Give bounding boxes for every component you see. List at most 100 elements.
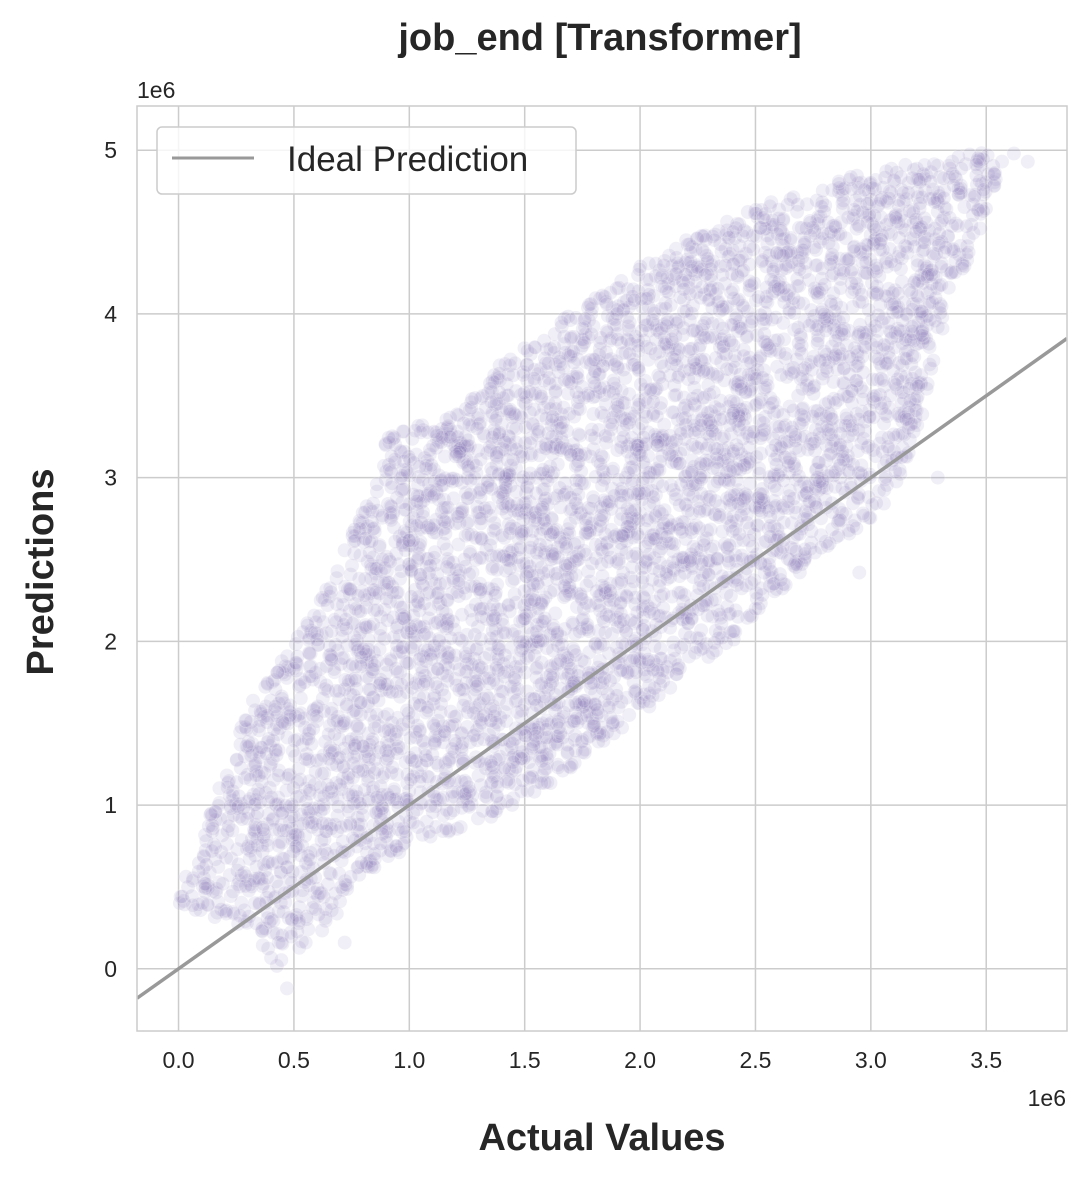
scatter-point bbox=[585, 719, 601, 734]
scatter-point bbox=[440, 650, 456, 666]
scatter-point bbox=[884, 161, 899, 177]
scatter-point bbox=[570, 351, 586, 367]
scatter-point bbox=[367, 720, 383, 736]
scatter-point bbox=[381, 737, 397, 753]
scatter-point bbox=[574, 652, 590, 668]
scatter-point bbox=[784, 366, 800, 382]
scatter-point bbox=[616, 612, 632, 628]
scatter-point bbox=[796, 487, 812, 503]
scatter-point bbox=[176, 893, 192, 909]
scatter-point bbox=[847, 282, 862, 298]
scatter-point bbox=[596, 387, 612, 403]
scatter-point bbox=[462, 734, 478, 750]
scatter-point bbox=[423, 829, 438, 845]
scatter-point bbox=[776, 331, 792, 347]
scatter-point bbox=[515, 367, 531, 383]
scatter-point bbox=[321, 648, 337, 664]
scatter-point bbox=[799, 378, 815, 393]
scatter-point bbox=[473, 489, 488, 505]
scatter-point bbox=[769, 258, 784, 274]
scatter-point bbox=[472, 602, 488, 618]
scatter-point bbox=[761, 247, 777, 263]
scatter-point bbox=[564, 344, 579, 359]
scatter-point bbox=[676, 281, 692, 297]
scatter-point bbox=[883, 296, 899, 312]
scatter-point bbox=[733, 408, 749, 424]
scatter-point bbox=[291, 679, 307, 694]
scatter-point bbox=[390, 710, 406, 726]
scatter-point bbox=[890, 406, 906, 422]
scatter-point bbox=[314, 833, 329, 849]
scatter-point bbox=[323, 651, 339, 667]
scatter-point bbox=[697, 564, 713, 580]
scatter-point bbox=[232, 809, 248, 825]
scatter-point bbox=[841, 252, 857, 268]
scatter-point bbox=[361, 749, 377, 765]
scatter-point bbox=[270, 726, 286, 742]
scatter-point bbox=[349, 729, 364, 745]
scatter-point bbox=[535, 730, 550, 746]
scatter-point bbox=[499, 505, 515, 521]
scatter-point bbox=[537, 610, 553, 626]
scatter-point bbox=[386, 519, 402, 535]
scatter-point bbox=[867, 318, 883, 334]
scatter-point bbox=[598, 585, 614, 601]
plot-background bbox=[137, 106, 1067, 1031]
scatter-point bbox=[987, 166, 1002, 182]
scatter-point bbox=[441, 561, 457, 577]
scatter-point bbox=[707, 330, 723, 346]
scatter-point bbox=[562, 516, 578, 532]
scatter-point bbox=[543, 527, 559, 543]
scatter-point bbox=[470, 410, 486, 426]
scatter-point bbox=[878, 250, 894, 266]
scatter-point bbox=[442, 422, 458, 438]
scatter-point bbox=[432, 595, 448, 611]
scatter-point bbox=[645, 288, 661, 304]
scatter-point bbox=[188, 902, 204, 918]
scatter-point bbox=[717, 276, 733, 292]
scatter-point bbox=[797, 264, 813, 280]
scatter-point bbox=[865, 391, 881, 407]
scatter-point bbox=[754, 254, 770, 270]
scatter-point bbox=[247, 895, 263, 911]
scatter-point bbox=[829, 325, 844, 340]
scatter-point bbox=[906, 215, 922, 231]
scatter-point bbox=[499, 495, 515, 511]
scatter-point bbox=[238, 738, 254, 754]
scatter-point bbox=[773, 221, 789, 237]
scatter-point bbox=[947, 169, 963, 184]
scatter-point bbox=[504, 797, 520, 813]
scatter-point bbox=[693, 486, 709, 502]
scatter-point bbox=[254, 774, 270, 790]
scatter-point bbox=[284, 809, 300, 825]
scatter-point bbox=[806, 378, 822, 394]
scatter-point bbox=[625, 548, 641, 564]
scatter-point bbox=[874, 359, 890, 375]
scatter-point bbox=[651, 578, 667, 594]
scatter-point bbox=[551, 720, 567, 736]
scatter-point bbox=[698, 456, 714, 472]
scatter-point bbox=[637, 559, 653, 575]
scatter-point bbox=[858, 244, 873, 260]
scatter-point bbox=[907, 365, 923, 380]
scatter-point bbox=[876, 496, 892, 511]
scatter-point bbox=[873, 192, 889, 208]
scatter-point bbox=[735, 532, 751, 548]
scatter-point bbox=[580, 564, 596, 580]
scatter-point bbox=[609, 442, 625, 458]
scatter-point bbox=[739, 610, 755, 626]
scatter-point bbox=[286, 808, 302, 824]
scatter-point bbox=[674, 550, 690, 566]
scatter-point bbox=[428, 755, 444, 771]
scatter-point bbox=[255, 822, 271, 838]
scatter-point bbox=[827, 219, 843, 235]
scatter-point bbox=[789, 556, 805, 572]
scatter-point bbox=[629, 526, 645, 542]
scatter-point bbox=[356, 763, 372, 779]
scatter-point bbox=[699, 530, 715, 546]
scatter-point bbox=[742, 282, 758, 298]
scatter-point bbox=[765, 261, 781, 277]
scatter-point bbox=[831, 461, 846, 477]
scatter-point bbox=[411, 469, 427, 485]
scatter-point bbox=[347, 738, 363, 754]
